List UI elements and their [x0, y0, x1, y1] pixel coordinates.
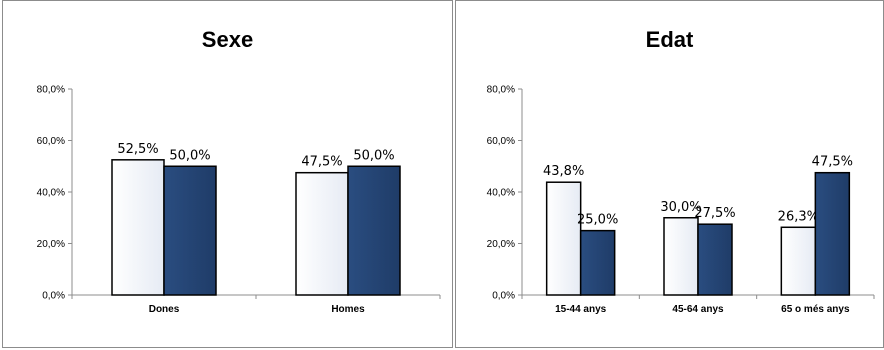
data-label: 47,5% — [812, 155, 853, 170]
bar-series2-0 — [579, 229, 616, 296]
bar-series1-1 — [295, 171, 349, 296]
data-label: 52,5% — [117, 142, 158, 157]
y-tick-label: 60,0% — [37, 136, 65, 147]
y-tick-label: 80,0% — [37, 85, 65, 96]
x-category-label: 65 o més anys — [781, 304, 850, 315]
data-label: 26,3% — [778, 209, 819, 224]
bar-series2-2 — [814, 171, 851, 296]
y-tick-label: 40,0% — [487, 188, 515, 199]
chart-panel-edat: Edat 0,0% 20,0% 40,0% 60,0% 80,0% 43,8% 25,0% 15… — [455, 0, 884, 348]
chart-panel-sexe: Sexe 0,0% 20,0% 40,0% 60,0% 80,0% 52,5% 50,0% Do… — [2, 0, 453, 348]
chart-title: Sexe — [202, 27, 253, 52]
y-tick-label: 20,0% — [37, 239, 65, 250]
bar-series1-1 — [663, 217, 699, 296]
x-category-label: 15-44 anys — [555, 304, 607, 315]
y-tick-label: 60,0% — [487, 136, 515, 147]
bar-series2-0 — [163, 165, 217, 296]
x-category-label: Homes — [331, 304, 365, 315]
y-tick-label: 0,0% — [42, 291, 65, 302]
y-tick-label: 40,0% — [37, 188, 65, 199]
x-category-label: Dones — [149, 304, 180, 315]
data-label: 30,0% — [660, 200, 701, 215]
chart-sexe: Sexe 0,0% 20,0% 40,0% 60,0% 80,0% 52,5% 50,0% Do… — [37, 27, 441, 315]
chart-edat: Edat 0,0% 20,0% 40,0% 60,0% 80,0% 43,8% 25,0% 15… — [487, 27, 875, 315]
x-category-label: 45-64 anys — [672, 304, 724, 315]
y-tick-label: 20,0% — [487, 239, 515, 250]
bar-series1-0 — [545, 181, 582, 296]
y-tick-label: 0,0% — [492, 291, 515, 302]
data-label: 50,0% — [169, 148, 210, 163]
bar-series2-1 — [347, 165, 401, 296]
data-label: 25,0% — [577, 213, 618, 228]
chart-title: Edat — [646, 27, 694, 52]
bar-series1-2 — [780, 226, 817, 296]
data-label: 50,0% — [353, 148, 394, 163]
data-label: 27,5% — [694, 206, 735, 221]
y-tick-label: 80,0% — [487, 85, 515, 96]
data-label: 47,5% — [301, 155, 342, 170]
data-label: 43,8% — [543, 164, 584, 179]
bar-series2-1 — [697, 223, 733, 296]
bar-series1-0 — [111, 159, 165, 296]
